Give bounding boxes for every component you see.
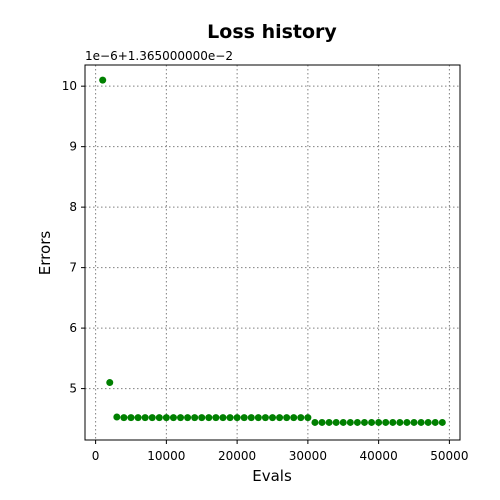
data-point [424,418,432,426]
data-point [389,418,397,426]
y-axis-offset-text: 1e−6+1.365000000e−2 [85,49,233,63]
y-tick-label: 6 [69,321,77,335]
x-tick-label: 50000 [430,449,468,463]
data-point [346,418,354,426]
data-point [276,414,284,422]
data-point [155,414,163,422]
grid [85,65,460,440]
data-point [184,414,192,422]
data-point [269,414,276,422]
data-points [99,76,446,426]
data-point [375,418,383,426]
data-point [410,418,418,426]
data-point [169,414,177,422]
data-point [141,414,149,422]
data-point [106,379,114,387]
data-point [360,418,368,426]
y-axis-label: Errors [36,231,54,276]
x-axis-label: Evals [252,467,292,485]
data-point [219,414,227,422]
data-point [240,414,248,422]
data-point [339,418,347,426]
data-point [113,413,121,421]
data-point [205,414,213,422]
data-point [212,414,220,422]
data-point [120,414,128,422]
x-tick-label: 40000 [360,449,398,463]
chart-title: Loss history [207,21,337,43]
x-tick-label: 20000 [218,449,256,463]
data-point [162,414,170,422]
data-point [417,418,425,426]
plot-area-frame [84,64,461,441]
data-point [127,414,135,422]
data-point [403,418,411,426]
y-tick-label: 5 [69,382,77,396]
x-tick-label: 30000 [289,449,327,463]
data-point [311,418,319,426]
y-tick-label: 9 [69,140,77,154]
data-point [191,414,199,422]
axis-ticks: 0 10000 20000 30000 40000 50000 5 6 7 8 9 10 [62,79,469,463]
data-point [382,418,390,426]
data-point [431,418,439,426]
y-tick-label: 10 [62,79,77,93]
data-point [134,414,142,422]
data-point [353,418,361,426]
data-point [318,418,326,426]
data-point [247,414,255,422]
data-point [254,414,262,422]
data-point [325,418,333,426]
data-point [438,418,446,426]
data-point [99,76,107,84]
data-point [396,418,404,426]
y-tick-label: 8 [69,200,77,214]
data-point [177,414,185,422]
x-tick-label: 10000 [147,449,185,463]
data-point [290,414,298,422]
data-point [226,414,234,422]
data-point [332,418,340,426]
data-point [368,418,376,426]
data-point [261,414,269,422]
data-point [304,414,312,422]
x-tick-label: 0 [92,449,100,463]
data-point [297,414,305,422]
data-point [148,414,156,422]
data-point [283,414,291,422]
data-point [198,414,206,422]
data-point [233,414,241,422]
y-tick-label: 7 [69,261,77,275]
